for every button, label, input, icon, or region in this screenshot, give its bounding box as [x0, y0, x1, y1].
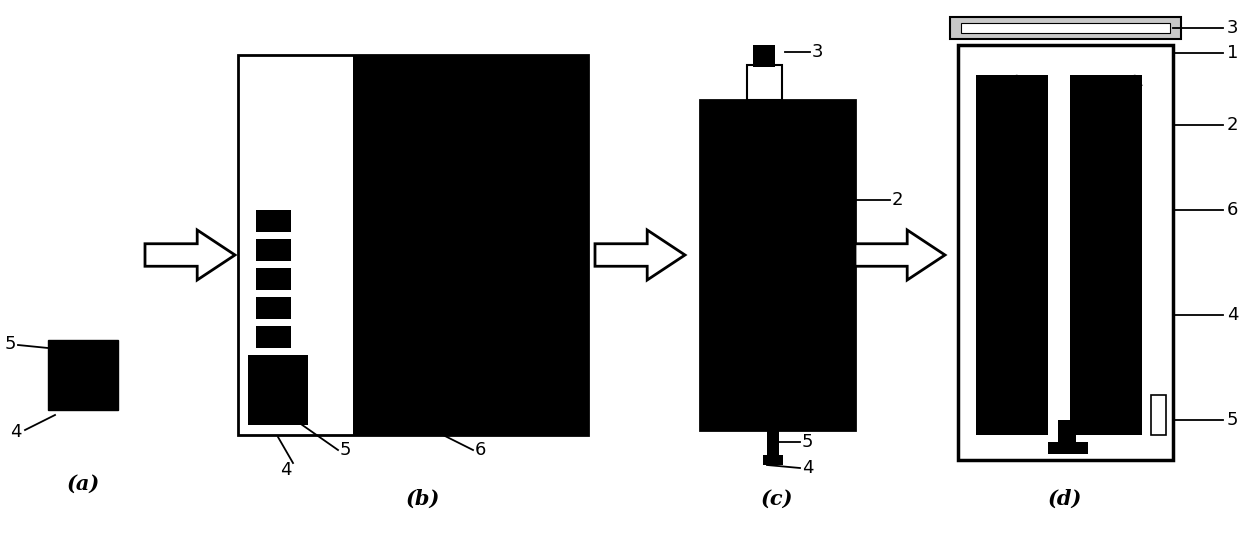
Text: 5: 5 [340, 441, 351, 459]
Bar [255, 326, 291, 348]
Bar [1070, 75, 1142, 435]
Bar [255, 239, 291, 261]
Text: 4: 4 [10, 423, 21, 441]
Bar [255, 355, 291, 377]
Bar [238, 55, 588, 435]
Text: 6: 6 [475, 441, 486, 459]
Text: 2: 2 [1228, 116, 1239, 134]
Bar [255, 297, 291, 319]
Text: (b): (b) [405, 489, 440, 509]
Bar [959, 45, 1173, 460]
Bar [763, 455, 782, 465]
Text: 5: 5 [802, 433, 813, 451]
Bar [950, 17, 1180, 39]
Bar [248, 355, 308, 425]
Text: 3: 3 [812, 43, 823, 61]
Bar [746, 65, 782, 100]
Bar [1058, 420, 1076, 448]
Bar [1048, 442, 1087, 454]
Bar [753, 45, 775, 67]
Text: 2: 2 [892, 191, 904, 209]
Bar [968, 55, 1163, 450]
Text: (c): (c) [761, 489, 794, 509]
Polygon shape [856, 230, 945, 280]
Bar [701, 100, 856, 430]
Bar [961, 23, 1171, 33]
Text: 4: 4 [1228, 306, 1239, 324]
Bar [48, 340, 118, 410]
Text: 4: 4 [280, 461, 291, 479]
Text: 1: 1 [1228, 44, 1239, 62]
Bar [768, 430, 779, 455]
Bar [255, 210, 291, 232]
Bar [1048, 75, 1070, 435]
Text: (d): (d) [1048, 489, 1083, 509]
Polygon shape [145, 230, 236, 280]
Text: 5: 5 [5, 335, 16, 353]
Bar [1151, 395, 1166, 435]
Text: (a): (a) [67, 474, 99, 494]
Polygon shape [595, 230, 684, 280]
Text: 6: 6 [1228, 201, 1239, 219]
Text: 5: 5 [1228, 411, 1239, 429]
Bar [255, 268, 291, 290]
Text: 4: 4 [802, 459, 813, 477]
Text: 3: 3 [1228, 19, 1239, 37]
Bar [353, 55, 588, 435]
Bar [976, 75, 1048, 435]
